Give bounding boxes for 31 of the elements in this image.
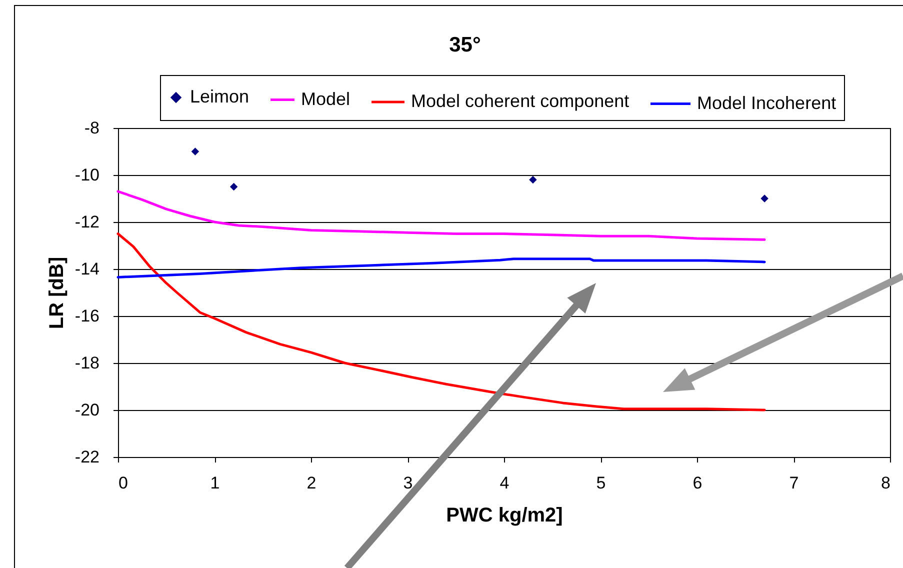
point [230,182,238,191]
y-tick-label: -16 [74,306,100,326]
y-tick-label: -14 [74,260,100,278]
x-tick-label: 0 [118,474,128,492]
x-tick-label: 6 [692,474,702,492]
x-axis-title: PWC kg/m2] [446,504,563,526]
line-series [116,258,766,278]
y-axis-title: LR [dB] [46,256,68,330]
legend-label: Model Incoherent [697,92,836,113]
line-series [116,190,766,241]
point [760,194,768,202]
legend-label: Leimon [190,86,250,106]
y-tick-label: -8 [84,118,100,138]
legend-label: Model [301,88,350,109]
x-tick-label: 5 [596,474,606,492]
x-tick-label: 7 [789,474,799,492]
point [191,148,200,156]
chart-title: 35° [449,34,481,56]
x-tick-label: 1 [210,474,220,492]
y-tick-label: -20 [74,400,100,420]
x-tick-label: 2 [306,474,316,492]
x-tick-label: 4 [500,474,510,492]
line-series [116,232,766,412]
y-tick-label: -18 [74,354,100,372]
x-tick-label: 8 [881,474,890,492]
y-tick-label: -22 [74,448,100,466]
x-tick-label: 3 [403,474,413,492]
y-tick-label: -12 [74,212,100,232]
point [529,176,537,184]
y-tick-label: -10 [74,166,100,184]
legend-label: Model coherent component [411,91,630,111]
